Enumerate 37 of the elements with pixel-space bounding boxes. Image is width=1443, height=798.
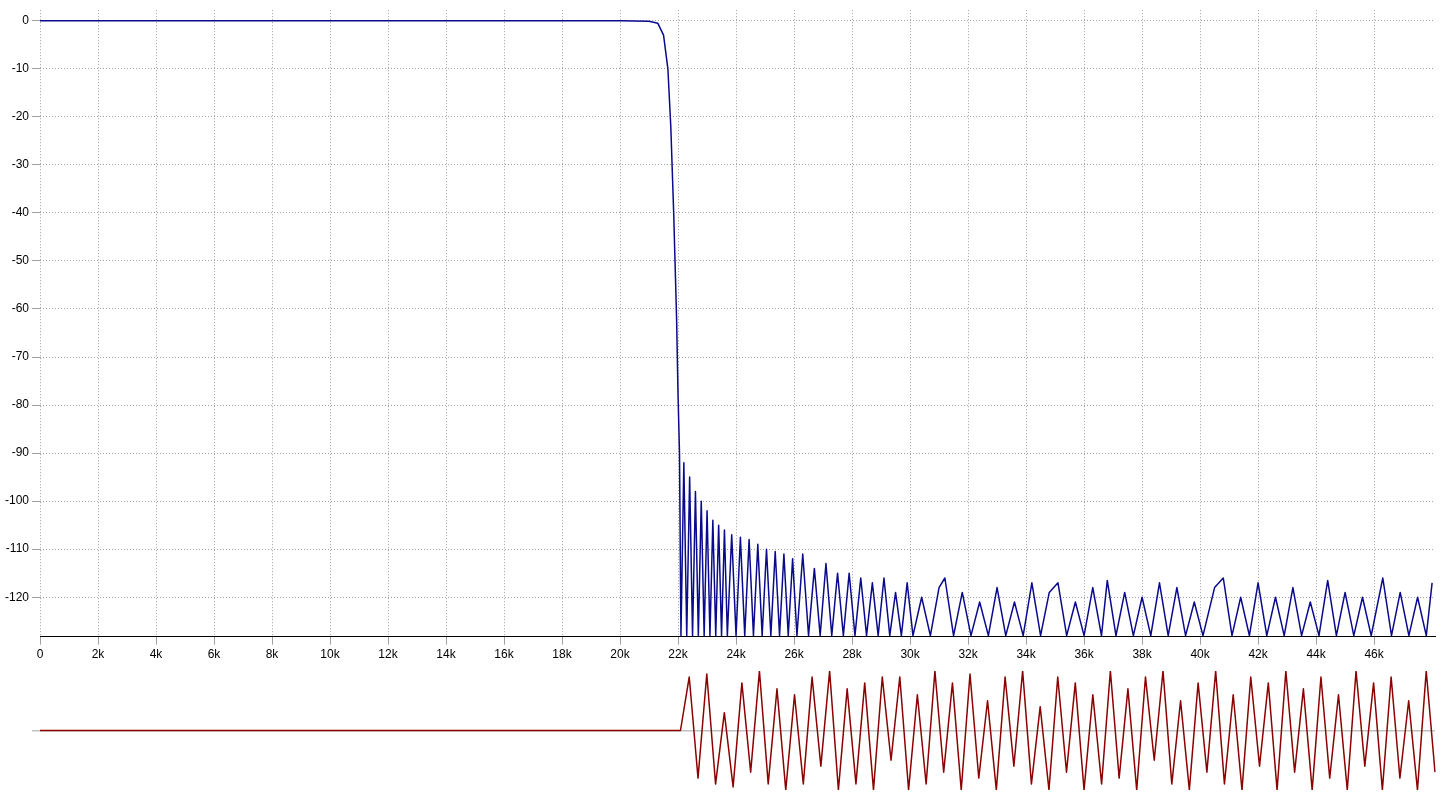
x-tick-label: 26k (784, 647, 805, 662)
x-tick-label: 24k (726, 647, 747, 662)
y-tick-label: -10 (11, 61, 30, 76)
y-tick-label: -80 (11, 397, 30, 412)
x-tick-label: 14k (436, 647, 457, 662)
x-tick-label: 10k (320, 647, 341, 662)
x-tick-label: 42k (1248, 647, 1269, 662)
y-tick-label: -120 (4, 589, 30, 604)
x-tick-label: 40k (1190, 647, 1211, 662)
x-tick-label: 16k (494, 647, 515, 662)
y-tick-label: -60 (11, 301, 30, 316)
x-tick-label: 44k (1306, 647, 1327, 662)
y-tick-label: -50 (11, 253, 30, 268)
x-tick-label: 38k (1132, 647, 1153, 662)
x-tick-label: 12k (378, 647, 399, 662)
x-tick-label: 46k (1364, 647, 1385, 662)
y-tick-label: -90 (11, 445, 30, 460)
x-tick-label: 0 (36, 647, 44, 662)
x-tick-label: 30k (900, 647, 921, 662)
y-tick-label: -40 (11, 205, 30, 220)
x-tick-label: 4k (149, 647, 164, 662)
y-tick-label: -70 (11, 349, 30, 364)
y-tick-label: -30 (11, 157, 30, 172)
x-tick-label: 32k (958, 647, 979, 662)
y-tick-label: -110 (5, 541, 30, 556)
y-tick-label: -100 (4, 493, 30, 508)
x-tick-label: 2k (91, 647, 106, 662)
x-tick-label: 34k (1016, 647, 1037, 662)
x-tick-label: 18k (552, 647, 573, 662)
x-tick-label: 28k (842, 647, 863, 662)
x-tick-label: 36k (1074, 647, 1095, 662)
x-tick-label: 20k (610, 647, 631, 662)
x-tick-label: 22k (668, 647, 689, 662)
y-tick-label: -20 (11, 109, 30, 124)
x-tick-label: 6k (207, 647, 222, 662)
x-tick-label: 8k (265, 647, 280, 662)
y-tick-label: 0 (22, 13, 30, 28)
